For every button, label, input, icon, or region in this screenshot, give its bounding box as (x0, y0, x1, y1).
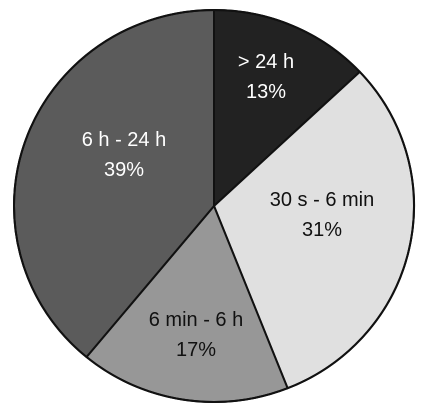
slice-name-label: 6 h - 24 h (82, 129, 167, 151)
slice-percent-label: 13% (246, 81, 286, 103)
labels-layer: > 24 h 13% 30 s - 6 min 31% 6 min - 6 h 17% 6 … (82, 51, 375, 361)
pie-outline (13, 9, 415, 403)
slice-name-label: > 24 h (238, 51, 294, 73)
slice-percent-label: 17% (176, 339, 216, 361)
slice-name-label: 6 min - 6 h (149, 309, 243, 331)
slice-name-label: 30 s - 6 min (270, 189, 374, 211)
slice-percent-label: 39% (104, 159, 144, 181)
slice-percent-label: 31% (302, 219, 342, 241)
slices-layer (13, 9, 415, 403)
